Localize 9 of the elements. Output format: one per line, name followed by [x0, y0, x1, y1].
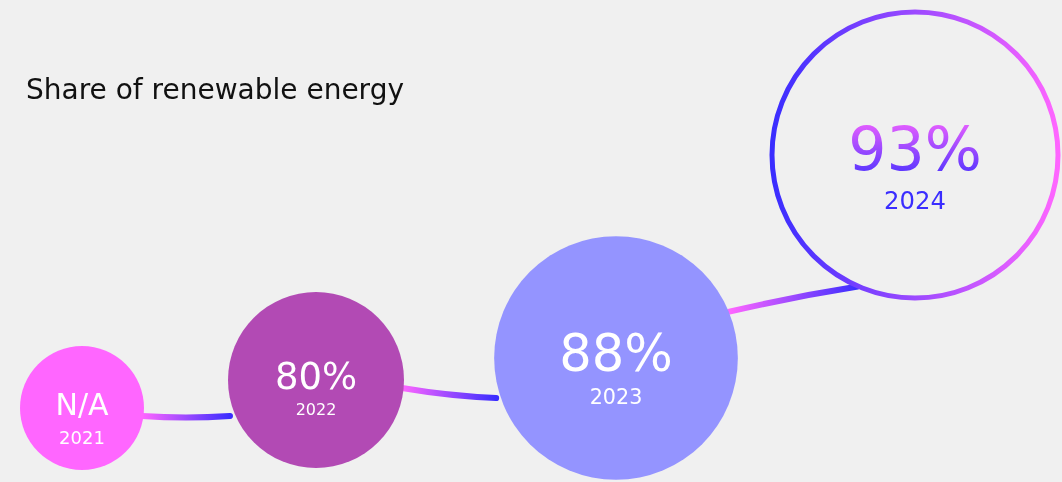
data-label: N/A [55, 386, 110, 422]
category-label: 2024 [884, 185, 946, 215]
category-label: 2022 [295, 399, 337, 419]
data-label: 80% [274, 355, 358, 399]
category-label: 2023 [589, 384, 643, 409]
data-label: 88% [559, 323, 673, 383]
text: Share of renewable energy [26, 73, 404, 106]
category-label: 2021 [59, 427, 105, 448]
data-label: 93% [848, 114, 982, 185]
